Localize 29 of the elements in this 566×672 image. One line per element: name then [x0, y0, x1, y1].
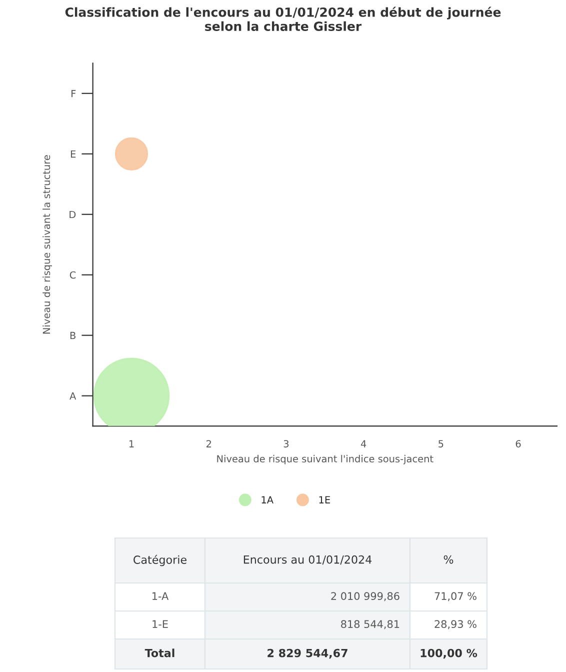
text: 1-A — [152, 592, 169, 600]
text: 71,07 % — [434, 592, 476, 602]
x-tick-label: 6 — [516, 440, 521, 448]
x-tick-label: 4 — [360, 440, 366, 448]
y-tick-label: C — [70, 271, 76, 279]
text: Encours au 01/01/2024 — [244, 555, 372, 565]
text: % — [444, 555, 454, 564]
text: 1-E — [152, 620, 168, 628]
x-tick-label: 5 — [438, 440, 444, 448]
legend-label: 1A — [262, 496, 274, 504]
text: 100,00 % — [420, 648, 478, 659]
text: 2 829 544,67 — [268, 648, 348, 659]
y-tick-label: D — [70, 210, 76, 218]
y-axis-title: Niveau de risque suivant la structure — [42, 155, 52, 334]
y-tick-label: F — [72, 90, 76, 98]
x-tick-label: 1 — [129, 440, 134, 448]
chart-title: Classification de l'encours au 01/01/2024 en début de journée selon la charte Gissler — [65, 6, 501, 31]
y-tick-label: E — [70, 150, 76, 158]
x-tick-label: 2 — [206, 440, 211, 448]
x-axis-title: Niveau de risque suivant l'indice sous-jacent — [217, 454, 434, 464]
legend-label: 1E — [319, 496, 330, 504]
text: Catégorie — [134, 554, 186, 566]
y-tick-label: A — [70, 392, 76, 400]
text: 818 544,81 — [341, 620, 400, 630]
x-tick-label: 3 — [284, 440, 289, 448]
y-tick-label: B — [70, 332, 76, 340]
text: 2 010 999,86 — [331, 592, 400, 602]
text: Total — [144, 648, 174, 658]
text: 28,93 % — [434, 620, 476, 630]
